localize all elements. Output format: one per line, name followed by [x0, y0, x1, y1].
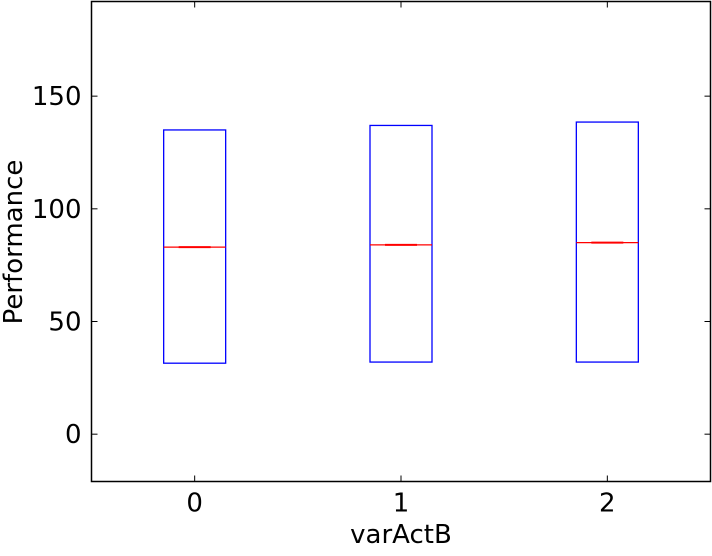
y-tick-label-150: 150	[32, 82, 82, 112]
x-tick-label-2: 2	[599, 489, 616, 519]
ticks-layer: 0 50 100 150 0 1 2	[32, 1, 711, 519]
y-tick-label-0: 0	[65, 420, 82, 450]
x-tick-label-0: 0	[186, 489, 203, 519]
y-tick-label-100: 100	[32, 195, 82, 225]
y-tick-label-50: 50	[48, 308, 81, 338]
boxes-layer	[163, 121, 639, 364]
x-tick-label-1: 1	[393, 489, 410, 519]
y-axis-label: Performance	[0, 160, 29, 325]
x-axis-label: varActB	[350, 520, 452, 550]
box-1	[369, 124, 433, 363]
plot-area-frame	[90, 0, 712, 483]
